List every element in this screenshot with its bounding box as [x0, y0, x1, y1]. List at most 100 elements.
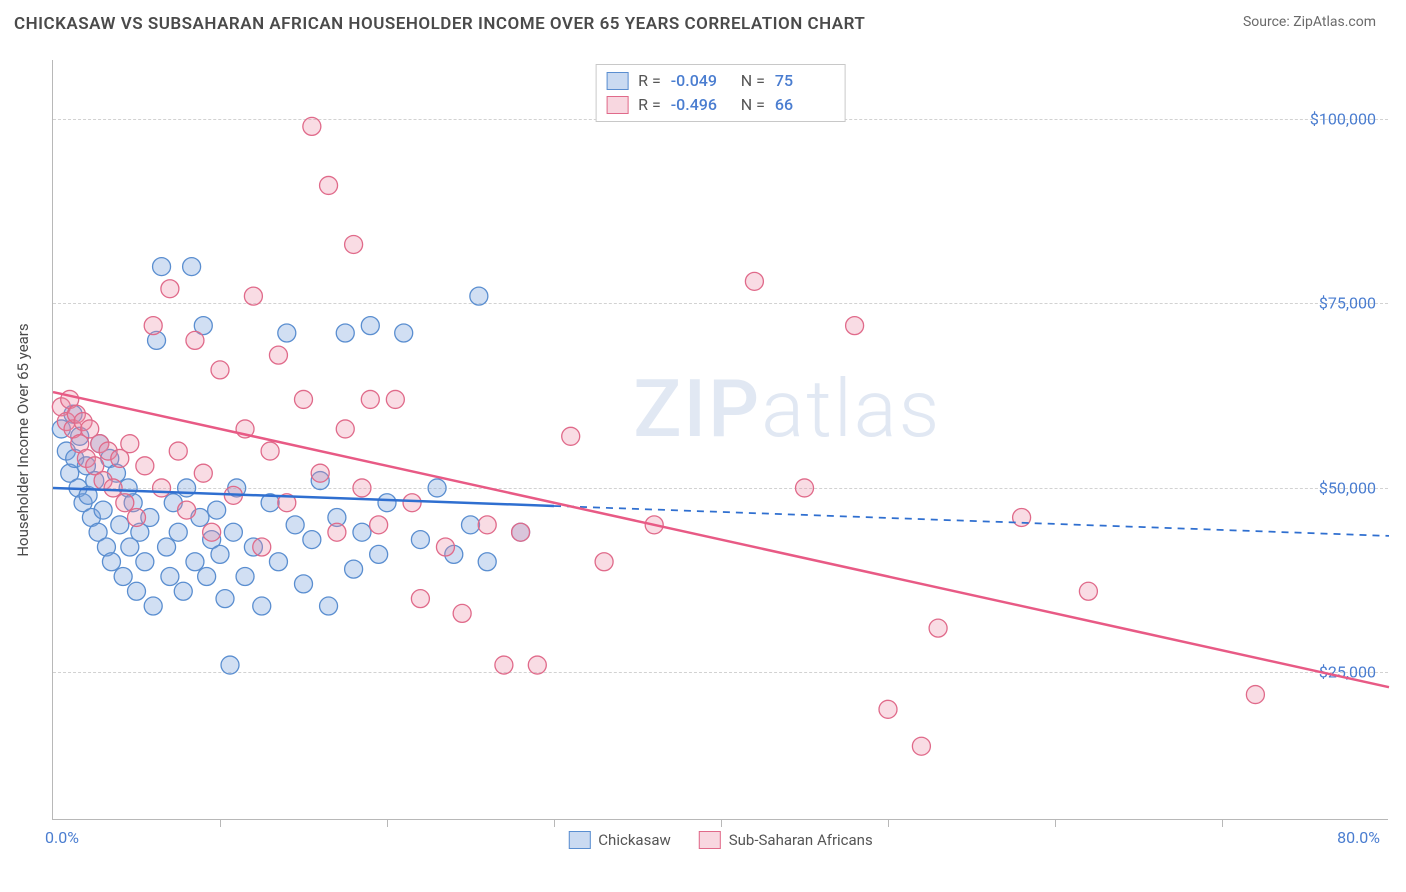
scatter-point [336, 420, 354, 438]
x-axis-min-label: 0.0% [45, 828, 79, 847]
scatter-point [198, 568, 216, 586]
scatter-point [178, 479, 196, 497]
scatter-point [345, 235, 363, 253]
scatter-point [796, 479, 814, 497]
scatter-point [128, 582, 146, 600]
swatch-icon [606, 96, 628, 114]
scatter-point [153, 479, 171, 497]
scatter-point [912, 737, 930, 755]
scatter-point [320, 597, 338, 615]
scatter-point [211, 361, 229, 379]
scatter-point [269, 553, 287, 571]
scatter-point [320, 176, 338, 194]
scatter-point [286, 516, 304, 534]
swatch-icon [568, 831, 590, 849]
scatter-point [186, 553, 204, 571]
scatter-point [303, 531, 321, 549]
scatter-point [386, 390, 404, 408]
scatter-point [161, 280, 179, 298]
scatter-point [221, 656, 239, 674]
scatter-point [161, 568, 179, 586]
x-tick [220, 819, 221, 827]
scatter-point [345, 560, 363, 578]
scatter-point [144, 597, 162, 615]
scatter-point [436, 538, 454, 556]
stat-r-value: -0.049 [671, 69, 731, 93]
scatter-point [244, 287, 262, 305]
scatter-point [121, 435, 139, 453]
scatter-point [328, 523, 346, 541]
scatter-point [253, 597, 271, 615]
scatter-point [562, 427, 580, 445]
scatter-point [174, 582, 192, 600]
scatter-point [453, 604, 471, 622]
stats-row: R = -0.496 N = 66 [606, 93, 835, 117]
scatter-point [136, 457, 154, 475]
scatter-point [361, 317, 379, 335]
legend-label: Chickasaw [598, 831, 670, 849]
x-tick [721, 819, 722, 827]
scatter-point [361, 390, 379, 408]
scatter-point [1079, 582, 1097, 600]
scatter-point [253, 538, 271, 556]
scatter-point [528, 656, 546, 674]
scatter-point [478, 553, 496, 571]
scatter-point [278, 324, 296, 342]
scatter-point [144, 317, 162, 335]
scatter-point [428, 479, 446, 497]
scatter-point [169, 442, 187, 460]
scatter-point [395, 324, 413, 342]
scatter-point [153, 258, 171, 276]
scatter-point [411, 590, 429, 608]
scatter-point [203, 523, 221, 541]
stats-legend-box: R = -0.049 N = 75R = -0.496 N = 66 [595, 64, 846, 122]
scatter-point [1246, 686, 1264, 704]
stat-r-label: R = [638, 93, 661, 117]
scatter-point [194, 464, 212, 482]
scatter-point [261, 442, 279, 460]
scatter-svg [53, 60, 1388, 819]
scatter-point [211, 545, 229, 563]
scatter-point [462, 516, 480, 534]
scatter-point [353, 479, 371, 497]
x-tick [1222, 819, 1223, 827]
scatter-point [94, 501, 112, 519]
scatter-point [295, 575, 313, 593]
chart-header: CHICKASAW VS SUBSAHARAN AFRICAN HOUSEHOL… [0, 0, 1406, 42]
scatter-point [295, 390, 313, 408]
scatter-point [216, 590, 234, 608]
scatter-point [478, 516, 496, 534]
stat-r-label: R = [638, 69, 661, 93]
scatter-point [370, 545, 388, 563]
scatter-point [114, 568, 132, 586]
scatter-point [178, 501, 196, 519]
scatter-point [879, 700, 897, 718]
scatter-point [303, 117, 321, 135]
scatter-point [370, 516, 388, 534]
series-legend: Chickasaw Sub-Saharan Africans [568, 831, 872, 849]
stat-n-label: N = [741, 93, 765, 117]
swatch-icon [606, 72, 628, 90]
stat-n-value: 66 [775, 93, 835, 117]
x-tick [888, 819, 889, 827]
scatter-point [208, 501, 226, 519]
scatter-point [929, 619, 947, 637]
scatter-point [186, 331, 204, 349]
legend-label: Sub-Saharan Africans [729, 831, 873, 849]
scatter-point [111, 516, 129, 534]
scatter-point [495, 656, 513, 674]
stats-row: R =-0.049N =75 [606, 69, 835, 93]
scatter-point [336, 324, 354, 342]
scatter-point [745, 272, 763, 290]
stat-n-value: 75 [775, 69, 835, 93]
scatter-point [224, 523, 242, 541]
chart-plot-area: Householder Income Over 65 years $25,000… [52, 60, 1388, 820]
legend-item: Chickasaw [568, 831, 670, 849]
scatter-point [411, 531, 429, 549]
x-tick [387, 819, 388, 827]
scatter-point [512, 523, 530, 541]
legend-item: Sub-Saharan Africans [699, 831, 873, 849]
stat-r-value: -0.496 [671, 93, 731, 117]
scatter-point [116, 494, 134, 512]
source-attribution: Source: ZipAtlas.com [1243, 14, 1376, 30]
